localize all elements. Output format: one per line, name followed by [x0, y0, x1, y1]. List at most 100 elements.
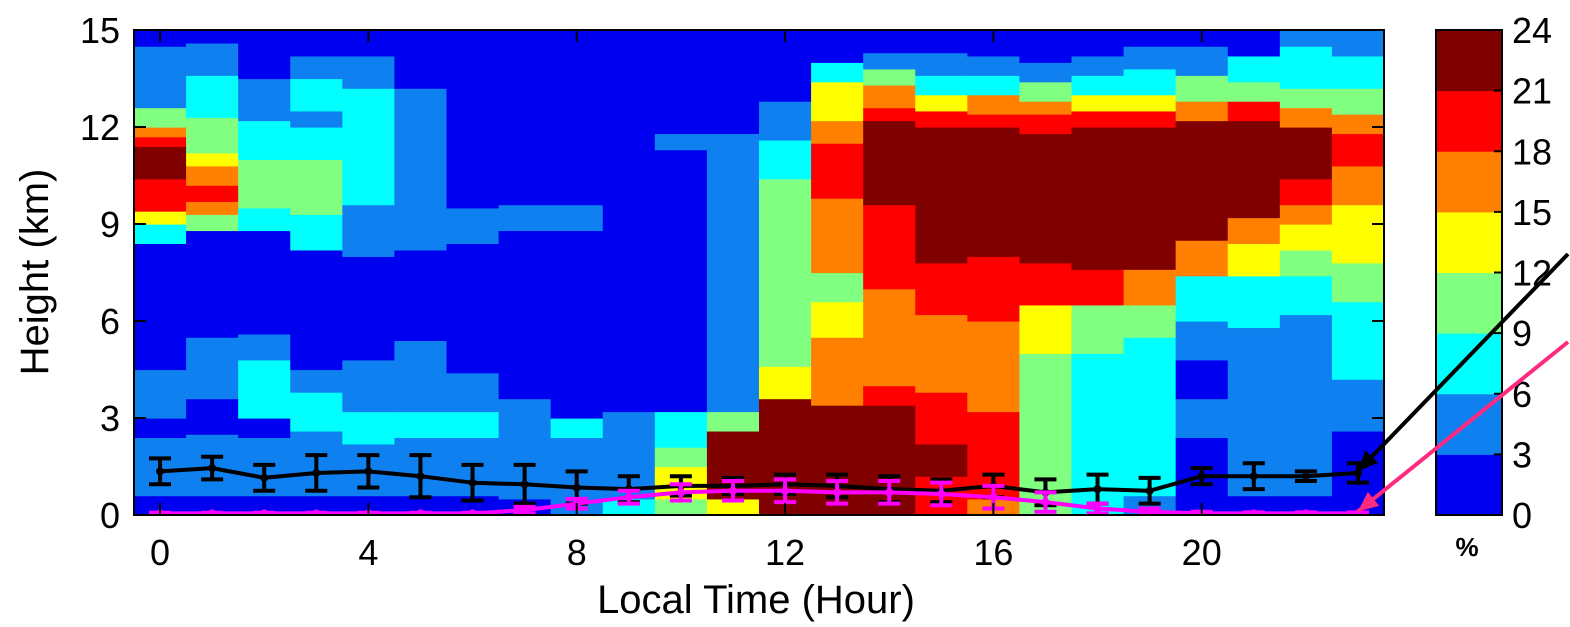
- heatmap-cell: [290, 78, 343, 112]
- heatmap-cell: [186, 42, 239, 76]
- heatmap-cell: [394, 30, 448, 89]
- heatmap-cell: [1175, 101, 1229, 122]
- heatmap-cell: [394, 249, 448, 341]
- data-point: [833, 488, 842, 497]
- heatmap-cell: [706, 133, 760, 413]
- heatmap-cell: [1175, 46, 1229, 76]
- heatmap-cell: [238, 159, 291, 209]
- data-point: [1145, 486, 1154, 495]
- heatmap-cell: [290, 495, 343, 515]
- heatmap-cell: [134, 107, 187, 128]
- heatmap-cell: [915, 262, 968, 316]
- data-point: [520, 506, 529, 515]
- heatmap-cell: [1123, 337, 1177, 426]
- heatmap-cell: [759, 139, 812, 180]
- colorbar-tick-label: 18: [1512, 131, 1552, 172]
- data-point: [468, 509, 477, 515]
- heatmap-cell: [238, 120, 291, 160]
- heatmap-cell: [1019, 304, 1073, 354]
- heatmap-cell: [134, 178, 187, 212]
- heatmap-cell: [290, 214, 343, 251]
- heatmap-cell: [186, 30, 239, 44]
- heatmap-cell: [290, 55, 343, 80]
- heatmap-cell: [446, 243, 500, 374]
- heatmap-cell: [498, 398, 552, 432]
- heatmap-cell: [706, 30, 760, 135]
- heatmap-cell: [1331, 301, 1384, 335]
- heatmap-cell: [654, 30, 708, 135]
- series-line-0: [159, 466, 1359, 495]
- heatmap-cell: [1331, 30, 1384, 57]
- heatmap-cell: [967, 75, 1021, 96]
- colorbar-unit-label: %: [1455, 532, 1478, 562]
- heatmap-cell: [1279, 88, 1333, 109]
- y-tick-label: 6: [100, 301, 120, 342]
- heatmap-cell: [134, 136, 187, 147]
- heatmap-cell: [1123, 30, 1177, 47]
- heatmap-cell: [863, 52, 916, 70]
- heatmap-cell: [602, 30, 656, 380]
- heatmap-cell: [1175, 275, 1229, 322]
- heatmap-cell: [706, 411, 760, 432]
- colorbar-swatch: [1436, 333, 1502, 395]
- heatmap-cell: [394, 340, 448, 413]
- heatmap-cell: [550, 230, 604, 419]
- heatmap-cell: [811, 143, 864, 199]
- heatmap-cell: [759, 366, 812, 400]
- heatmap-cell: [134, 127, 187, 138]
- heatmap-cell: [811, 272, 864, 303]
- heatmap-cell: [602, 498, 656, 515]
- heatmap-cell: [186, 75, 239, 118]
- heatmap-cell: [654, 411, 708, 448]
- heatmap-cell: [1175, 75, 1229, 102]
- heatmap-cell: [446, 30, 500, 209]
- heatmap-cell: [1279, 224, 1333, 251]
- heatmap-cell: [654, 149, 708, 413]
- heatmap-cell: [967, 114, 1021, 128]
- heatmap-cell: [811, 62, 864, 83]
- colorbar-swatch: [1436, 272, 1502, 334]
- data-point: [260, 509, 269, 515]
- heatmap-cell: [1175, 359, 1229, 400]
- heatmap-cell: [863, 288, 916, 387]
- heatmap-cell: [706, 498, 760, 515]
- heatmap-cell: [863, 385, 916, 406]
- heatmap-cell: [1227, 495, 1281, 515]
- heatmap-cell: [863, 30, 916, 54]
- heatmap-cell: [1227, 30, 1281, 57]
- data-point: [781, 486, 790, 495]
- heatmap-cell: [134, 46, 187, 109]
- heatmap-cell: [967, 55, 1021, 76]
- heatmap-cell: [1175, 240, 1229, 277]
- heatmap-cell: [1227, 275, 1281, 329]
- data-point: [156, 467, 165, 476]
- data-point: [1093, 485, 1102, 494]
- data-point: [260, 473, 269, 482]
- data-point: [989, 493, 998, 502]
- heatmap-cell: [290, 159, 343, 215]
- colorbar-swatch: [1436, 30, 1502, 92]
- heatmap-cell: [1071, 353, 1125, 400]
- heatmap-cell: [238, 359, 291, 419]
- heatmap-cell: [134, 418, 187, 438]
- heatmap-cell: [1071, 304, 1125, 354]
- x-tick-label: 0: [150, 532, 170, 573]
- heatmap-cell: [342, 88, 396, 186]
- heatmap-cell: [1019, 262, 1073, 306]
- heatmap-cell: [290, 369, 343, 393]
- heatmap-cell: [967, 321, 1021, 380]
- colorbar-swatch: [1436, 90, 1502, 152]
- heatmap-cell: [290, 249, 343, 371]
- data-point: [1249, 509, 1258, 515]
- heatmap-cell: [915, 443, 968, 477]
- heatmap-cell: [394, 495, 448, 515]
- heatmap-cell: [1019, 101, 1073, 115]
- heatmap-cell: [186, 214, 239, 232]
- heatmap-cell: [238, 30, 291, 80]
- heatmap-cell: [1123, 127, 1177, 270]
- heatmap-cell: [238, 230, 291, 335]
- heatmap-cell: [863, 120, 916, 206]
- heatmap-cell: [394, 204, 448, 251]
